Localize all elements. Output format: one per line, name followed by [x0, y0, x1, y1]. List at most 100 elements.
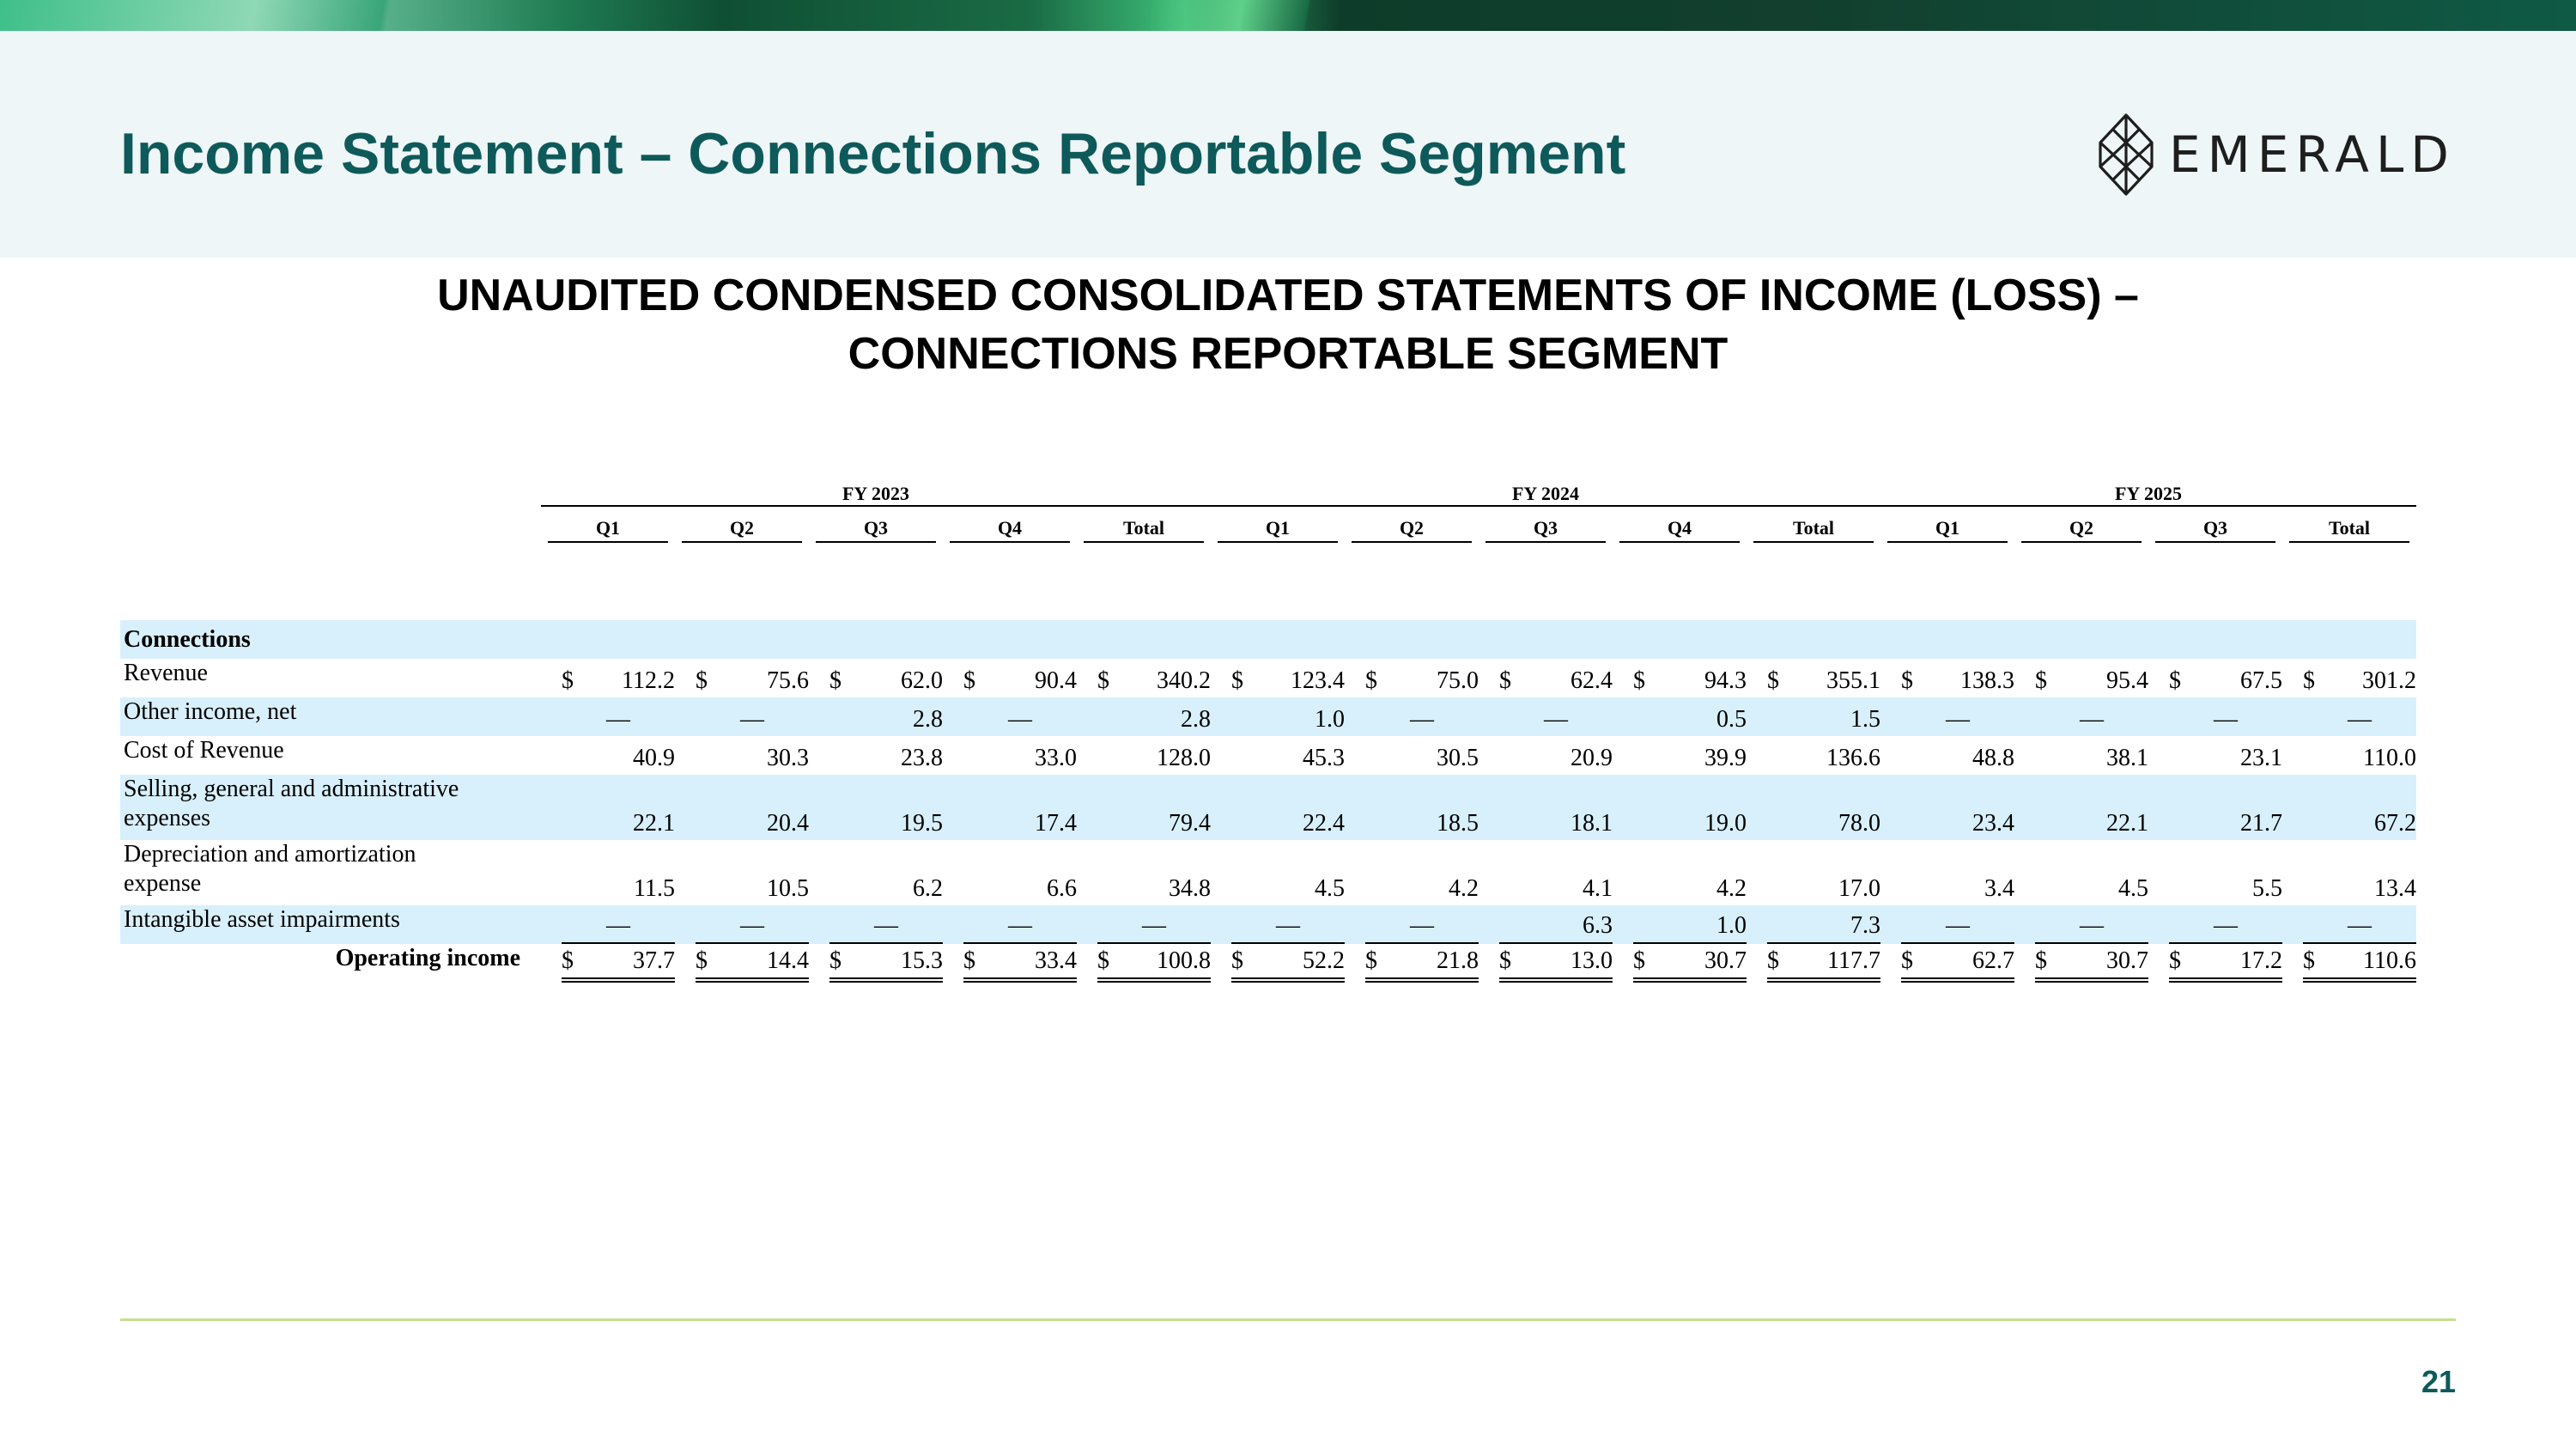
- value-cell: 34.8: [1077, 840, 1211, 905]
- currency-symbol: $: [829, 947, 841, 974]
- value-cell-inner: 4.5: [2035, 874, 2148, 905]
- value-cell-inner: 22.4: [1231, 809, 1345, 840]
- cell-value: 67.2: [2374, 810, 2416, 837]
- value-cell-inner: 3.4: [1901, 874, 2014, 905]
- footer-rule: [120, 1318, 2456, 1321]
- period-header: Q4: [943, 507, 1077, 543]
- cell-value: 19.0: [1704, 810, 1747, 837]
- cell-value: 1.0: [1716, 912, 1747, 939]
- emerald-gem-icon: [2099, 113, 2154, 196]
- cell-value: 62.4: [1571, 667, 1613, 694]
- value-cell-inner: 136.6: [1767, 744, 1880, 775]
- section-row-connections: Connections: [120, 620, 2416, 659]
- value-cell-inner: —: [1901, 705, 2014, 736]
- value-cell: $30.7: [1613, 944, 1747, 983]
- value-cell-inner: —: [963, 705, 1077, 736]
- value-cell-inner: $75.6: [696, 667, 809, 697]
- table-row: Revenue $112.2 $75.6 $62.0 $90.4 $340.2 $123.4…: [120, 659, 2416, 697]
- value-cell-inner: —: [2303, 705, 2416, 736]
- value-cell-inner: 1.5: [1767, 705, 1880, 736]
- value-cell: 79.4: [1077, 775, 1211, 840]
- value-cell: $13.0: [1479, 944, 1613, 983]
- value-cell: —: [809, 905, 943, 944]
- period-header: Total: [1077, 507, 1211, 543]
- cell-value: 110.0: [2363, 745, 2416, 771]
- value-cell: $62.4: [1479, 659, 1613, 697]
- cell-value: 79.4: [1169, 810, 1211, 837]
- cell-value: 117.7: [1827, 947, 1880, 974]
- currency-symbol: $: [2303, 947, 2315, 974]
- row-label-line: expense: [124, 870, 202, 897]
- value-cell-inner: 33.0: [963, 744, 1077, 775]
- period-header-label: Total: [1084, 517, 1204, 543]
- value-cell: 19.0: [1613, 775, 1747, 840]
- value-cell-inner: 22.1: [2035, 809, 2148, 840]
- value-cell-inner: —: [2169, 911, 2282, 944]
- cell-value: 301.2: [2362, 667, 2416, 694]
- currency-symbol: $: [1499, 947, 1511, 974]
- value-cell-inner: —: [1365, 911, 1479, 944]
- value-cell: 4.2: [1613, 840, 1747, 905]
- value-cell: $15.3: [809, 944, 943, 983]
- currency-symbol: $: [1901, 947, 1913, 974]
- period-header: Total: [2282, 507, 2416, 543]
- value-cell: 6.6: [943, 840, 1077, 905]
- value-cell: 22.1: [2014, 775, 2148, 840]
- currency-symbol: $: [2303, 667, 2315, 694]
- table-row: Intangible asset impairments — — — — — — — 6.3 1.…: [120, 905, 2416, 944]
- cell-value: 17.2: [2240, 947, 2282, 974]
- cell-value: 13.4: [2374, 875, 2416, 902]
- value-cell: $75.6: [675, 659, 809, 697]
- cell-value: 20.4: [767, 810, 809, 837]
- cell-value: 78.0: [1838, 810, 1880, 837]
- value-cell: 4.1: [1479, 840, 1613, 905]
- statement-heading-line-1: UNAUDITED CONDENSED CONSOLIDATED STATEME…: [437, 271, 2139, 320]
- value-cell-inner: 5.5: [2169, 874, 2282, 905]
- currency-symbol: $: [696, 947, 708, 974]
- value-cell: —: [1880, 697, 2014, 736]
- value-cell: —: [1077, 905, 1211, 944]
- currency-symbol: $: [562, 947, 574, 974]
- value-cell: 1.0: [1211, 697, 1345, 736]
- row-label-line: expenses: [124, 805, 211, 831]
- cell-value: 23.4: [1972, 810, 2014, 837]
- header-label-spacer: [120, 479, 541, 507]
- value-cell-inner: $67.5: [2169, 667, 2282, 697]
- value-cell-inner: 10.5: [696, 874, 809, 905]
- cell-value: 30.7: [1704, 947, 1747, 974]
- cell-value: —: [2348, 706, 2372, 733]
- value-cell-inner: 23.4: [1901, 809, 2014, 840]
- currency-symbol: $: [1633, 947, 1645, 974]
- period-header: Total: [1747, 507, 1880, 543]
- value-cell-inner: $62.4: [1499, 667, 1613, 697]
- cell-value: 355.1: [1826, 667, 1880, 694]
- currency-symbol: $: [2035, 667, 2047, 694]
- income-statement-table: FY 2023 FY 2024 FY 2025 Q1 Q2 Q3 Q4 Total Q1 Q2 Q3…: [120, 479, 2416, 983]
- fiscal-year-header: FY 2025: [1880, 479, 2416, 507]
- cell-value: 20.9: [1571, 745, 1613, 771]
- cell-value: 6.2: [913, 875, 943, 902]
- value-cell-inner: 78.0: [1767, 809, 1880, 840]
- cell-value: —: [1276, 912, 1300, 939]
- table-row: Other income, net — — 2.8 — 2.8 1.0 — — 0.5 1.5 — — —…: [120, 697, 2416, 736]
- cell-value: 67.5: [2240, 667, 2282, 694]
- cell-value: 2.8: [913, 706, 943, 733]
- currency-symbol: $: [1499, 667, 1511, 694]
- value-cell: $138.3: [1880, 659, 2014, 697]
- cell-value: 6.3: [1583, 912, 1613, 939]
- value-cell: 6.3: [1479, 905, 1613, 944]
- value-cell-inner: $301.2: [2303, 667, 2416, 697]
- value-cell-inner: $21.8: [1365, 947, 1479, 983]
- value-cell-inner: 19.5: [829, 809, 943, 840]
- currency-symbol: $: [1097, 667, 1109, 694]
- value-cell-inner: 20.4: [696, 809, 809, 840]
- period-header: Q1: [1211, 507, 1345, 543]
- section-label: Connections: [120, 620, 541, 659]
- value-cell: 38.1: [2014, 736, 2148, 775]
- cell-value: —: [1946, 912, 1970, 939]
- cell-value: 23.8: [901, 745, 943, 771]
- value-cell: 17.0: [1747, 840, 1880, 905]
- value-cell: 10.5: [675, 840, 809, 905]
- value-cell: $301.2: [2282, 659, 2416, 697]
- value-cell-inner: —: [2035, 705, 2148, 736]
